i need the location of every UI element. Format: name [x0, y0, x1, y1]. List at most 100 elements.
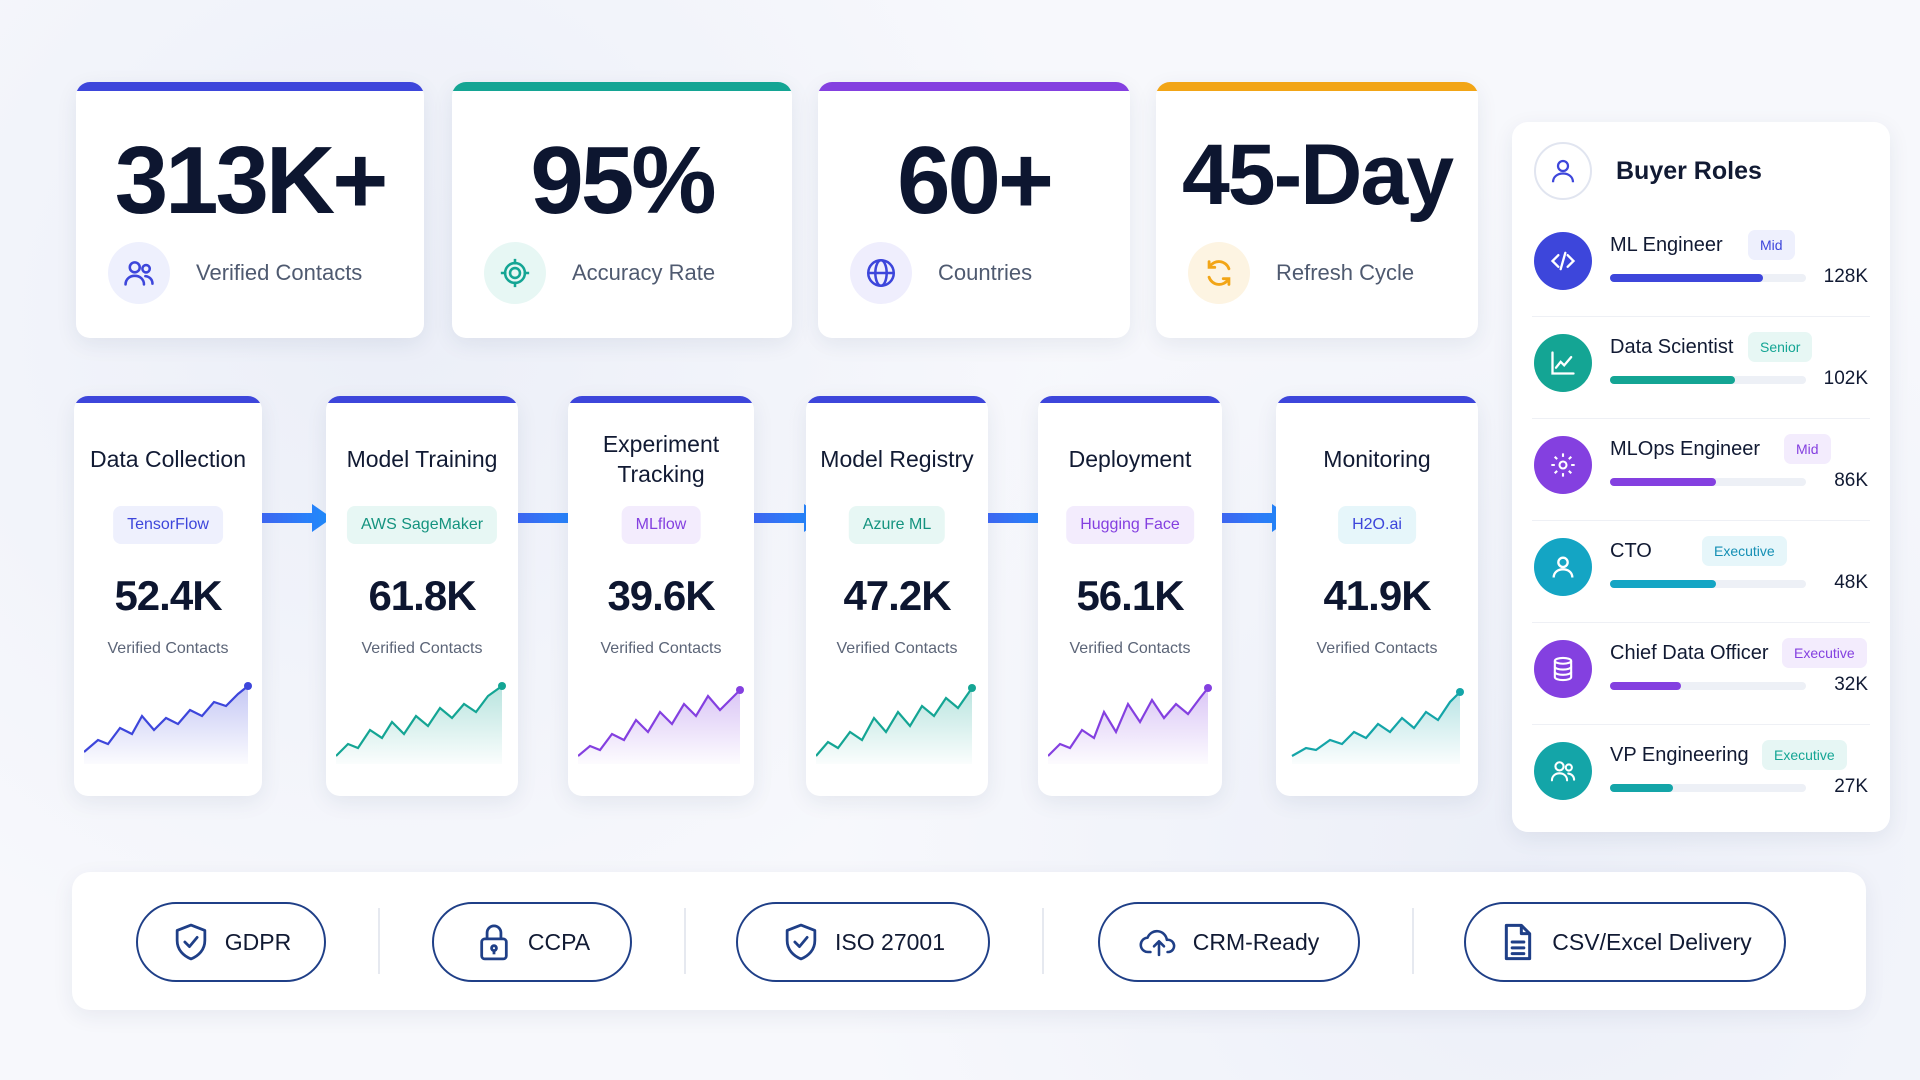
role-count: 102K: [1823, 368, 1868, 389]
sparkline-chart: [336, 682, 506, 764]
pipeline-stage-deployment[interactable]: Deployment Hugging Face 56.1K Verified C…: [1038, 396, 1222, 796]
stage-accent-bar: [1038, 396, 1222, 403]
users-icon: [1534, 742, 1592, 800]
stat-card-countries: 60+ Countries: [818, 82, 1130, 338]
tool-badge: TensorFlow: [113, 506, 223, 544]
compliance-badge-gdpr[interactable]: GDPR: [136, 902, 326, 982]
stage-count-label: Verified Contacts: [600, 640, 722, 657]
card-accent-bar: [76, 82, 424, 91]
row-divider: [1532, 724, 1870, 725]
badge-label: ISO 27001: [835, 928, 945, 955]
user-icon: [1534, 538, 1592, 596]
stage-title: Model Training: [346, 446, 498, 472]
target-icon: [484, 242, 546, 304]
stage-title: Experiment Tracking: [602, 431, 720, 487]
progress-fill: [1610, 376, 1736, 384]
progress-track: [1610, 580, 1806, 588]
role-row-data-scientist[interactable]: Data Scientist Senior 102K: [1512, 316, 1890, 418]
progress-fill: [1610, 682, 1681, 690]
stat-value: 45-Day: [1181, 127, 1454, 223]
stage-count-label: Verified Contacts: [1069, 640, 1191, 657]
sparkline-chart: [1048, 684, 1212, 764]
role-row-ml-engineer[interactable]: ML Engineer Mid 128K: [1512, 214, 1890, 316]
pipeline-stage-model-registry[interactable]: Model Registry Azure ML 47.2K Verified C…: [806, 396, 988, 796]
arrow-right-icon: [262, 500, 334, 536]
compliance-badge-csv-excel-delivery[interactable]: CSV/Excel Delivery: [1464, 902, 1786, 982]
pipeline-stage-experiment-tracking[interactable]: Experiment Tracking MLflow 39.6K Verifie…: [568, 396, 754, 796]
role-row-mlops-engineer[interactable]: MLOps Engineer Mid 86K: [1512, 418, 1890, 520]
sparkline-chart: [84, 682, 252, 764]
globe-icon: [850, 242, 912, 304]
stage-accent-bar: [1276, 396, 1478, 403]
sparkline-chart: [1291, 688, 1464, 764]
level-badge: Mid: [1748, 230, 1795, 260]
code-icon: [1534, 232, 1592, 290]
stage-count-label: Verified Contacts: [107, 640, 229, 657]
compliance-badge-iso-27001[interactable]: ISO 27001: [736, 902, 990, 982]
role-count: 32K: [1834, 674, 1868, 695]
card-accent-bar: [1156, 82, 1478, 91]
level-badge: Executive: [1782, 638, 1867, 668]
card-accent-bar: [452, 82, 792, 91]
role-row-chief-data-officer[interactable]: Chief Data Officer Executive 32K: [1512, 622, 1890, 724]
row-divider: [1532, 520, 1870, 521]
badge-label: CRM-Ready: [1192, 928, 1320, 955]
row-divider: [1532, 622, 1870, 623]
stat-label: Verified Contacts: [196, 260, 363, 285]
stage-title: Data Collection: [90, 446, 246, 472]
users-icon: [108, 242, 170, 304]
role-count: 86K: [1834, 470, 1868, 491]
stat-card-accuracy-rate: 95% Accuracy Rate: [452, 82, 792, 338]
row-divider: [1532, 316, 1870, 317]
level-badge: Senior: [1748, 332, 1813, 362]
stage-count: 56.1K: [1076, 572, 1184, 619]
stage-title: Monitoring: [1323, 446, 1431, 472]
level-badge: Mid: [1784, 434, 1831, 464]
stage-count: 52.4K: [114, 572, 222, 619]
progress-fill: [1610, 274, 1763, 282]
gear-icon: [1534, 436, 1592, 494]
lock-icon: [474, 922, 514, 962]
stage-title: Model Registry: [820, 446, 974, 472]
stage-count-label: Verified Contacts: [361, 640, 483, 657]
compliance-badge-crm-ready[interactable]: CRM-Ready: [1098, 902, 1360, 982]
stat-card-verified-contacts: 313K+ Verified Contacts: [76, 82, 424, 338]
separator: [1412, 908, 1414, 974]
cloud-upload-icon: [1139, 922, 1179, 962]
shield-check-icon: [781, 922, 821, 962]
role-name: Data Scientist: [1610, 336, 1734, 358]
role-name: MLOps Engineer: [1610, 438, 1761, 460]
database-icon: [1534, 640, 1592, 698]
stage-count: 39.6K: [607, 572, 715, 619]
progress-track: [1610, 784, 1806, 792]
pipeline-stage-monitoring[interactable]: Monitoring H2O.ai 41.9K Verified Contact…: [1276, 396, 1478, 796]
progress-track: [1610, 376, 1806, 384]
sparkline-chart: [578, 686, 744, 764]
sparkline-chart: [816, 684, 976, 764]
role-row-vp-engineering[interactable]: VP Engineering Executive 27K: [1512, 724, 1890, 826]
separator: [684, 908, 686, 974]
tool-badge: AWS SageMaker: [346, 506, 498, 544]
role-count: 128K: [1823, 266, 1868, 287]
refresh-icon: [1188, 242, 1250, 304]
pipeline-stage-data-collection[interactable]: Data Collection TensorFlow 52.4K Verifie…: [74, 396, 262, 796]
badge-label: CCPA: [527, 928, 591, 955]
shield-check-icon: [171, 922, 211, 962]
card-accent-bar: [818, 82, 1130, 91]
stat-card-refresh-cycle: 45-Day Refresh Cycle: [1156, 82, 1478, 338]
progress-track: [1610, 682, 1806, 690]
separator: [1042, 908, 1044, 974]
stat-value: 313K+: [114, 127, 389, 234]
stage-accent-bar: [568, 396, 754, 403]
role-name: Chief Data Officer: [1610, 642, 1769, 664]
tool-badge: Hugging Face: [1066, 506, 1194, 544]
role-row-cto[interactable]: CTO Executive 48K: [1512, 520, 1890, 622]
progress-fill: [1610, 784, 1673, 792]
stat-label: Countries: [938, 260, 1033, 285]
pipeline-stage-model-training[interactable]: Model Training AWS SageMaker 61.8K Verif…: [326, 396, 518, 796]
stage-count: 61.8K: [368, 572, 476, 619]
role-name: VP Engineering: [1610, 744, 1749, 766]
stage-count-label: Verified Contacts: [836, 640, 958, 657]
compliance-badge-ccpa[interactable]: CCPA: [432, 902, 632, 982]
chart-line-icon: [1534, 334, 1592, 392]
